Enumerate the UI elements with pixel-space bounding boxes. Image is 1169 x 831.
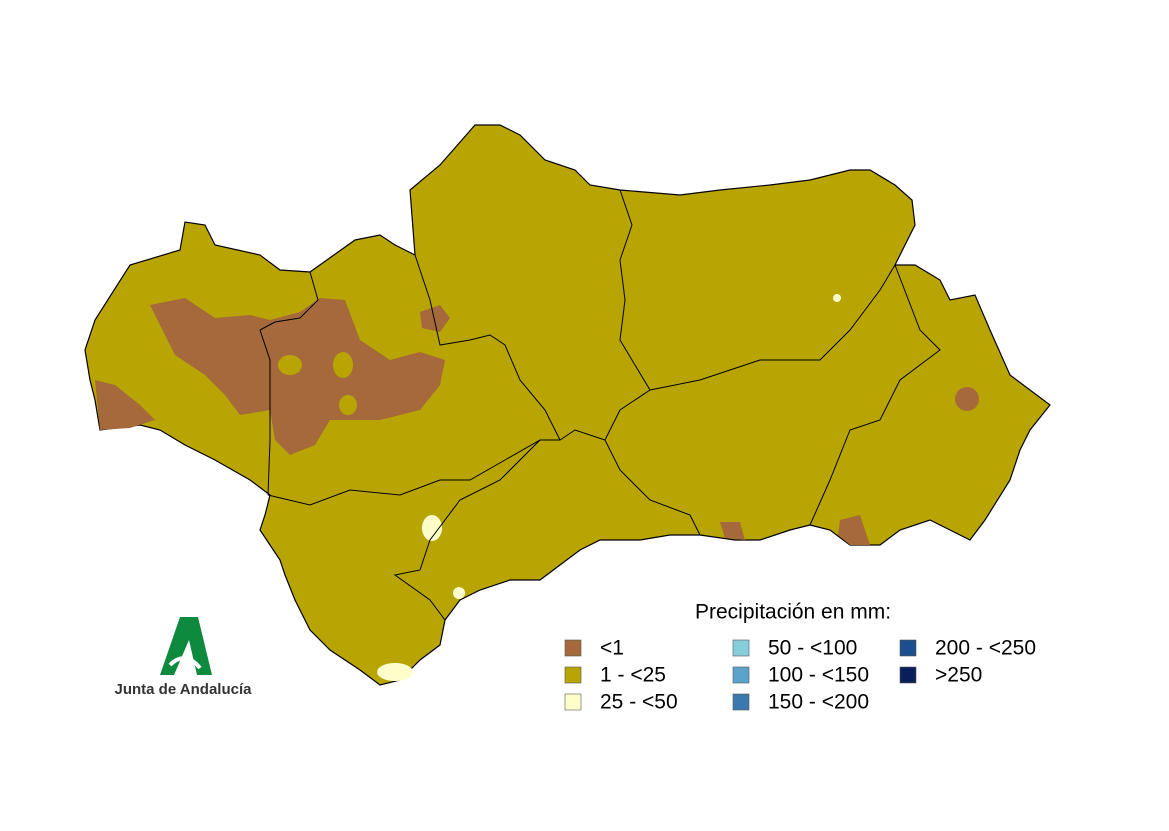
legend: Precipitación en mm: <1 1 - <25 25 - <50 50… <box>564 601 1036 714</box>
map <box>84 124 1051 686</box>
legend-label: <1 <box>600 637 624 660</box>
dry-area <box>838 515 870 545</box>
legend-swatch <box>899 666 917 684</box>
wet-area <box>377 663 413 681</box>
province-borders <box>259 189 941 621</box>
legend-swatch <box>564 639 582 657</box>
wet-area <box>453 587 465 599</box>
wet-area <box>833 294 841 302</box>
legend-swatch <box>732 666 750 684</box>
wet-area <box>422 515 442 541</box>
legend-swatch <box>564 666 582 684</box>
legend-swatch <box>732 693 750 711</box>
legend-swatch <box>564 693 582 711</box>
logo-text: Junta de Andalucía <box>115 681 253 698</box>
legend-label: 150 - <200 <box>768 691 869 714</box>
legend-title: Precipitación en mm: <box>695 601 891 624</box>
region-area <box>333 352 353 378</box>
dry-area <box>420 305 450 332</box>
dry-area <box>720 522 745 540</box>
dry-area <box>150 298 445 455</box>
logo: Junta de Andalucía <box>115 617 253 698</box>
legend-label: 50 - <100 <box>768 637 857 660</box>
logo-mark <box>168 656 202 670</box>
legend-label: 1 - <25 <box>600 664 666 687</box>
legend-label: 100 - <150 <box>768 664 869 687</box>
region-area <box>278 355 302 375</box>
legend-swatch <box>899 639 917 657</box>
legend-label: 200 - <250 <box>935 637 1036 660</box>
legend-label: >250 <box>935 664 982 687</box>
dry-area <box>95 380 155 430</box>
legend-label: 25 - <50 <box>600 691 678 714</box>
dry-area <box>955 387 979 411</box>
region-area <box>339 395 357 415</box>
region-area <box>84 124 1051 686</box>
logo-mark <box>160 617 212 675</box>
legend-swatch <box>732 639 750 657</box>
